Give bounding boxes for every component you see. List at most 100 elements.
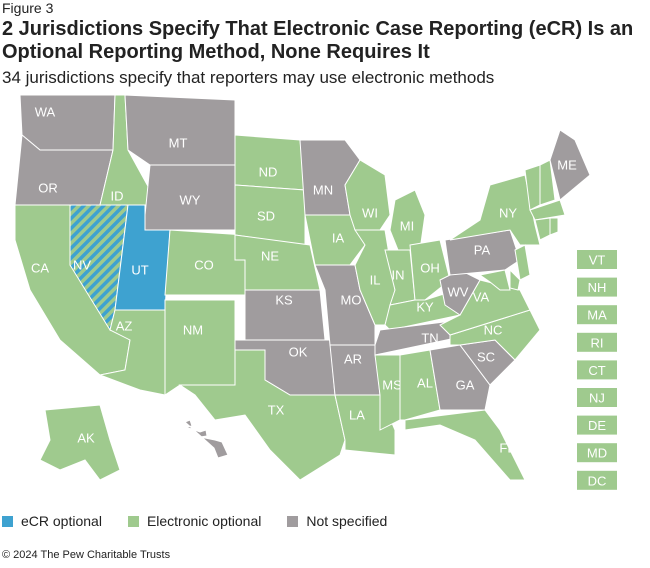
state-de bbox=[509, 268, 521, 291]
state-label: AR bbox=[344, 352, 362, 367]
inset-label: NH bbox=[588, 280, 607, 295]
inset-box-md bbox=[577, 443, 617, 463]
legend-label: Electronic optional bbox=[146, 513, 262, 529]
inset-box-vt bbox=[577, 250, 617, 269]
state-label: GA bbox=[456, 378, 475, 393]
state-label: IA bbox=[332, 231, 345, 246]
state-label: WV bbox=[448, 285, 469, 300]
inset-label: NJ bbox=[589, 391, 605, 406]
state-label: CA bbox=[31, 261, 49, 276]
legend-label: eCR optional bbox=[21, 513, 102, 529]
state-label: IL bbox=[370, 273, 381, 288]
state-oh bbox=[409, 239, 451, 301]
figure-title: 2 Jurisdictions Specify That Electronic … bbox=[2, 18, 634, 63]
state-label: KS bbox=[275, 293, 293, 308]
state-label: NY bbox=[499, 206, 517, 221]
state-label: KY bbox=[416, 300, 434, 315]
state-me bbox=[549, 129, 591, 201]
state-wi bbox=[344, 159, 391, 231]
state-label: MO bbox=[341, 293, 362, 308]
state-label: CO bbox=[194, 258, 214, 273]
state-label: ID bbox=[111, 189, 124, 204]
state-label: ME bbox=[557, 158, 577, 173]
legend-swatch bbox=[287, 515, 299, 527]
inset-box-ri bbox=[577, 332, 617, 352]
state-ak bbox=[39, 404, 121, 481]
state-wy bbox=[144, 164, 236, 231]
state-label: OH bbox=[420, 261, 440, 276]
state-label: UT bbox=[131, 263, 148, 278]
state-label: MT bbox=[169, 136, 188, 151]
inset-label: CT bbox=[588, 363, 605, 378]
state-ny bbox=[449, 174, 541, 246]
figure-subtitle: 34 jurisdictions specify that reporters … bbox=[2, 68, 495, 87]
state-label: WY bbox=[180, 193, 201, 208]
inset-box-nh bbox=[577, 277, 617, 297]
state-ms bbox=[374, 354, 401, 431]
state-md bbox=[478, 269, 511, 291]
state-mt bbox=[124, 94, 236, 166]
legend-swatch bbox=[127, 515, 139, 527]
state-label: SD bbox=[257, 209, 275, 224]
inset-label: DE bbox=[588, 418, 606, 433]
state-nh bbox=[539, 159, 556, 206]
state-nm bbox=[164, 299, 236, 396]
figure-label: Figure 3 bbox=[2, 0, 54, 16]
state-label: IN bbox=[392, 268, 405, 283]
inset-label: MA bbox=[587, 308, 607, 323]
state-ia bbox=[304, 214, 366, 266]
state-wa bbox=[19, 94, 116, 151]
state-label: NC bbox=[484, 323, 503, 338]
state-label: TN bbox=[421, 331, 438, 346]
state-ga bbox=[429, 344, 491, 411]
inset-box-de bbox=[577, 415, 617, 435]
state-label: OR bbox=[38, 181, 58, 196]
state-label: LA bbox=[349, 408, 365, 423]
inset-box-ct bbox=[577, 360, 617, 380]
inset-label: MD bbox=[587, 446, 607, 461]
legend-item-electronic: Electronic optional bbox=[127, 513, 262, 529]
state-label: AZ bbox=[116, 319, 133, 334]
state-label: PA bbox=[474, 243, 491, 258]
inset-label: VT bbox=[589, 253, 606, 268]
state-label: VA bbox=[473, 290, 490, 305]
state-label: ND bbox=[259, 165, 278, 180]
state-label: OK bbox=[289, 345, 308, 360]
state-nj bbox=[514, 244, 531, 281]
copyright: © 2024 The Pew Charitable Trusts bbox=[2, 549, 171, 561]
state-label: SC bbox=[477, 350, 495, 365]
state-label: FL bbox=[499, 441, 514, 456]
state-al bbox=[399, 349, 441, 421]
state-fl bbox=[404, 409, 526, 481]
state-label: MN bbox=[313, 183, 333, 198]
legend-item-ecr: eCR optional bbox=[2, 513, 102, 529]
inset-label: DC bbox=[588, 473, 607, 488]
legend-item-none: Not specified bbox=[287, 513, 387, 529]
inset-box-nj bbox=[577, 388, 617, 407]
state-label: NV bbox=[73, 258, 91, 273]
state-nd bbox=[234, 134, 306, 191]
state-label: AL bbox=[417, 376, 433, 391]
state-label: MI bbox=[400, 219, 414, 234]
state-hi bbox=[184, 419, 229, 459]
legend-label: Not specified bbox=[306, 513, 388, 529]
inset-box-dc bbox=[577, 470, 617, 490]
legend: eCR optional Electronic optional Not spe… bbox=[2, 513, 387, 529]
state-label: WI bbox=[362, 206, 378, 221]
state-label: MS bbox=[382, 378, 402, 393]
state-va bbox=[439, 279, 531, 336]
state-tx bbox=[178, 349, 346, 481]
inset-box-ma bbox=[577, 305, 617, 325]
state-label: NE bbox=[261, 249, 279, 264]
state-label: NM bbox=[183, 323, 203, 338]
inset-label: RI bbox=[591, 335, 604, 350]
state-nc bbox=[449, 309, 541, 361]
state-label: TX bbox=[268, 403, 285, 418]
state-ma bbox=[529, 199, 566, 221]
state-label: AK bbox=[77, 431, 95, 446]
state-ri bbox=[549, 217, 559, 236]
legend-swatch bbox=[2, 515, 13, 527]
state-label: WA bbox=[35, 105, 56, 120]
